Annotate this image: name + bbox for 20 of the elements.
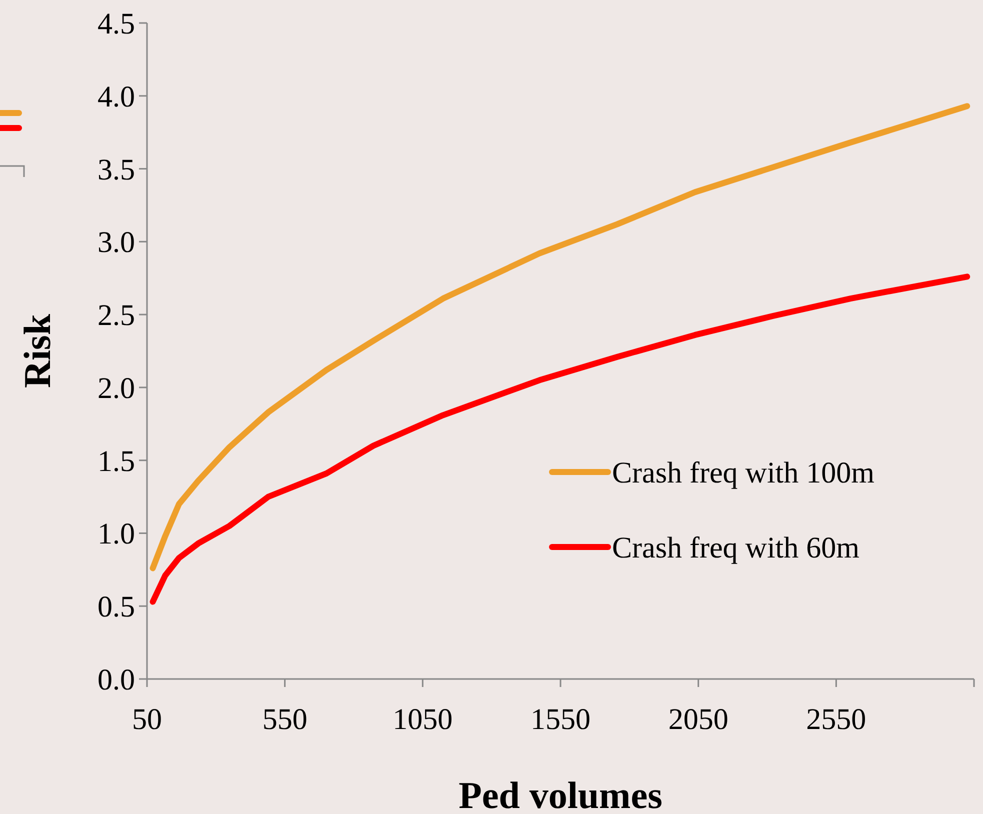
y-tick-label: 3.5: [98, 153, 135, 186]
y-tick-label: 1.5: [98, 444, 135, 478]
y-tick-label: 0.5: [98, 590, 135, 624]
x-tick-label: 550: [262, 703, 308, 736]
x-tick-label: 50: [132, 703, 162, 736]
y-axis-title: Risk: [17, 313, 59, 388]
legend-label: Crash freq with 60m: [612, 532, 860, 564]
x-tick-label: 1050: [392, 703, 453, 736]
y-tick-label: 4.0: [98, 80, 135, 114]
x-tick-label: 2050: [668, 703, 728, 736]
legend-label: Crash freq with 100m: [612, 456, 874, 490]
y-tick-label: 1.0: [98, 518, 135, 551]
y-tick-label: 3.0: [98, 226, 135, 260]
y-tick-label: 4.5: [98, 8, 135, 40]
x-axis-title: Ped volumes: [458, 775, 662, 814]
y-tick-label: 0.0: [98, 664, 135, 696]
y-tick-label: 2.0: [98, 372, 135, 405]
x-tick-label: 1550: [530, 703, 590, 736]
y-tick-label: 2.5: [98, 299, 135, 332]
x-tick-label: 2550: [806, 703, 866, 736]
